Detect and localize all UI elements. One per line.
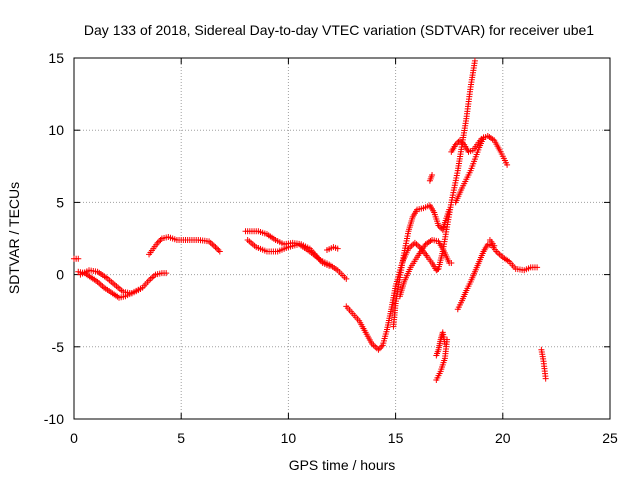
x-tick-label: 0 <box>70 430 78 446</box>
series-track-02 <box>75 268 170 301</box>
grid <box>74 58 610 419</box>
data-point <box>456 137 463 144</box>
data-point <box>436 223 443 230</box>
data-point <box>378 343 385 350</box>
y-axis-label: SDTVAR / TECUs <box>6 182 22 294</box>
data-point <box>454 140 461 147</box>
y-tick-label: -10 <box>44 411 64 427</box>
data-point <box>534 264 541 271</box>
y-tick-label: 5 <box>56 194 64 210</box>
data-point <box>446 206 453 213</box>
x-tick-labels: 0 5 10 15 20 25 <box>70 430 618 446</box>
data-point <box>163 270 170 277</box>
y-tick-label: 0 <box>56 267 64 283</box>
series-track-09 <box>390 202 453 330</box>
axis-ticks <box>73 57 611 420</box>
data-point <box>459 140 466 147</box>
series-track-03 <box>77 267 144 297</box>
data-point <box>215 247 222 254</box>
data-point <box>376 345 383 352</box>
x-tick-label: 20 <box>495 430 511 446</box>
series-track-11 <box>426 171 436 184</box>
data-point <box>542 375 549 382</box>
data-point <box>504 161 511 168</box>
data-point <box>448 260 455 267</box>
series-track-15 <box>452 134 487 206</box>
data-point <box>343 275 350 282</box>
data-point <box>334 245 341 252</box>
data-points <box>71 57 549 384</box>
series-track-10 <box>396 236 455 300</box>
data-point <box>375 346 382 353</box>
data-point <box>75 255 82 262</box>
x-tick-label: 10 <box>281 430 297 446</box>
series-track-13 <box>433 336 451 384</box>
data-point <box>458 138 465 145</box>
series-track-06 <box>244 236 350 282</box>
data-point <box>429 171 436 178</box>
series-track-18 <box>538 346 549 382</box>
series-track-01 <box>71 255 82 262</box>
data-point <box>491 242 498 249</box>
y-tick-label: -5 <box>52 339 65 355</box>
data-point <box>216 248 223 255</box>
data-point <box>154 239 161 246</box>
x-tick-label: 5 <box>177 430 185 446</box>
data-point <box>212 244 219 251</box>
data-point <box>435 222 442 229</box>
data-point <box>471 57 478 64</box>
x-tick-label: 25 <box>602 430 618 446</box>
chart-title: Day 133 of 2018, Sidereal Day-to-day VTE… <box>84 22 594 38</box>
series-track-17 <box>486 236 498 249</box>
data-point <box>452 141 459 148</box>
x-tick-label: 15 <box>388 430 404 446</box>
y-tick-label: 15 <box>48 50 64 66</box>
data-point <box>213 245 220 252</box>
y-tick-labels: -10 -5 0 5 10 15 <box>44 50 64 427</box>
y-tick-label: 10 <box>48 122 64 138</box>
data-point <box>157 236 164 243</box>
data-point <box>137 286 144 293</box>
data-point <box>156 238 163 245</box>
series-track-16 <box>454 241 541 313</box>
series-track-04 <box>146 234 223 258</box>
plot-frame <box>73 57 611 420</box>
data-point <box>480 134 487 141</box>
x-axis-label: GPS time / hours <box>289 457 396 473</box>
data-point <box>444 336 451 343</box>
series-track-07 <box>323 244 341 254</box>
